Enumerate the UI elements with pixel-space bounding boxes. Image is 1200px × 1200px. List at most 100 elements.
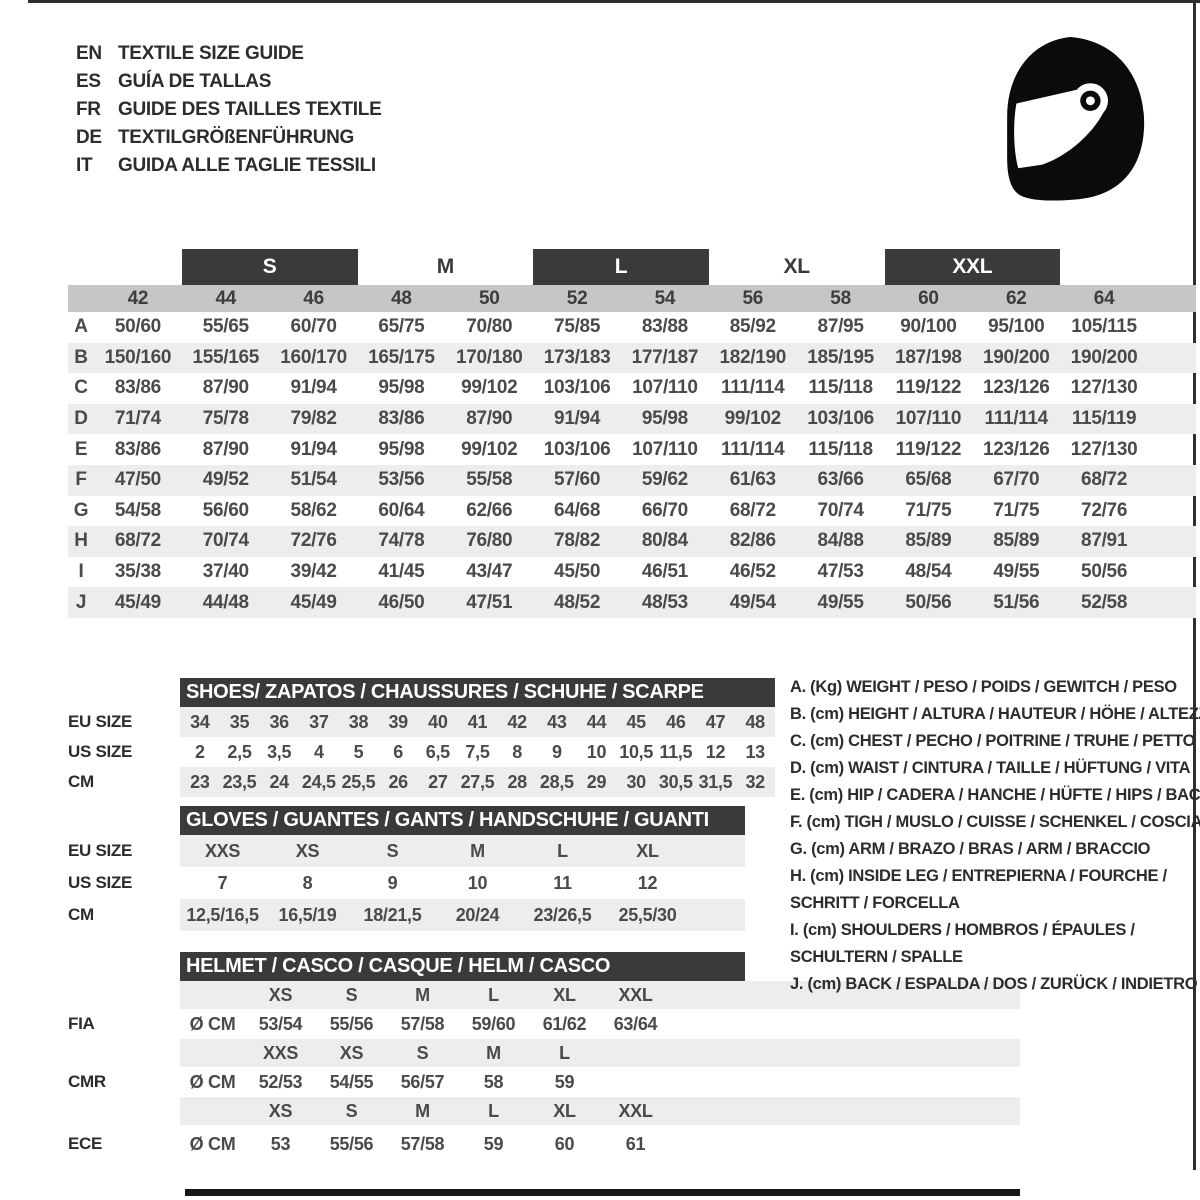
table-cell: 27,5	[460, 771, 495, 792]
legend-line: I. (cm) SHOULDERS / HOMBROS / ÉPAULES /	[790, 921, 1135, 939]
table-cell: 59	[483, 1133, 504, 1154]
helmet-table: HELMET / CASCO / CASQUE / HELM / CASCO X…	[68, 952, 1023, 1163]
size-cell: XS	[268, 984, 293, 1005]
table-cell: 71/75	[993, 499, 1040, 521]
table-row-h: H 68/72 70/74 72/76 74/78 76/80 78/82 80/84 82/8…	[68, 526, 1196, 557]
table-cell: 123/126	[982, 377, 1050, 399]
table-cell: 160/170	[280, 346, 347, 368]
language-title: GUÍA DE TALLAS	[118, 71, 272, 92]
shoes-title-bar: SHOES/ ZAPATOS / CHAUSSURES / SCHUHE / S…	[180, 678, 775, 707]
table-cell: 87/95	[817, 316, 864, 338]
legend-line: J. (cm) BACK / ESPALDA / DOS / ZURÜCK / …	[790, 975, 1198, 993]
table-cell: 115/119	[1071, 408, 1137, 430]
size-row: CM 12,5/16,5 16,5/19 18/21,5 20/24 23/26,5 25,…	[68, 899, 748, 931]
table-cell: 95/98	[378, 377, 425, 399]
language-row: DE TEXTILGRÖßENFÜHRUNG	[76, 124, 381, 152]
table-cell: 49/54	[729, 591, 776, 613]
table-cell: 87/90	[202, 438, 249, 460]
row-label: A	[74, 316, 88, 338]
table-cell: 39	[388, 711, 408, 732]
value-band: Ø CM 53/54 55/56 57/58 59/60 61/62 63/64	[180, 1009, 1020, 1039]
table-cell: 48/52	[554, 591, 601, 613]
table-cell: 95/98	[641, 408, 688, 430]
row-label: H	[74, 530, 88, 552]
table-cell: 28,5	[539, 771, 574, 792]
value-band: 23 23,5 24 24,5 25,5 26 27 27,5 28 28,5 29 30 30,5 31…	[180, 767, 775, 797]
table-row-c: C 83/86 87/90 91/94 95/98 99/102 103/106 107/11…	[68, 373, 1196, 404]
table-cell: 23,5	[222, 771, 257, 792]
gloves-table: GLOVES / GUANTES / GANTS / HANDSCHUHE / …	[68, 806, 748, 931]
standard-label: FIA	[68, 1014, 95, 1033]
table-cell: 63/64	[613, 1013, 658, 1034]
language-code: IT	[76, 155, 93, 176]
spacer-cell	[180, 981, 245, 1009]
language-row: IT GUIDA ALLE TAGLIE TESSILI	[76, 152, 381, 180]
table-cell: 111/114	[721, 377, 785, 399]
table-cell: 44	[586, 711, 607, 732]
table-cell: 8	[512, 741, 523, 762]
table-cell: 57/58	[400, 1013, 445, 1034]
table-cell: 65/75	[378, 316, 425, 338]
row-label: CM	[68, 905, 94, 924]
table-cell: 58	[483, 1071, 504, 1092]
size-group-l: L	[533, 249, 709, 285]
table-cell: 103/106	[543, 438, 611, 460]
size-cell: XS	[339, 1042, 364, 1063]
row-label: D	[74, 408, 88, 430]
table-cell: 23	[190, 771, 210, 792]
table-cell: 91/94	[290, 438, 337, 460]
value-band: Ø CM 53 55/56 57/58 59 60 61	[180, 1125, 1020, 1163]
language-code: ES	[76, 71, 101, 92]
value-band: 7 8 9 10 11 12	[180, 867, 745, 899]
size-band: XS S M L XL XXL	[180, 1097, 1020, 1125]
table-cell: 127/130	[1070, 438, 1138, 460]
column-header: 64	[1093, 287, 1115, 309]
size-cell: M	[486, 1042, 501, 1063]
size-row: EU SIZE 34 35 36 37 38 39 40 41 42 43 44 45 46 47 48	[68, 707, 778, 737]
row-label: I	[78, 561, 84, 583]
table-cell: 70/80	[466, 316, 513, 338]
table-cell: 9	[551, 741, 562, 762]
table-cell: 31,5	[698, 771, 733, 792]
helmet-value-row: ECE Ø CM 53 55/56 57/58 59 60 61	[68, 1125, 1023, 1163]
table-cell: 45/49	[114, 591, 161, 613]
size-cell: XL	[553, 1100, 576, 1121]
table-cell: 67/70	[993, 469, 1040, 491]
table-cell: 95/100	[988, 316, 1045, 338]
table-cell: 29	[586, 771, 607, 792]
table-cell: 91/94	[554, 408, 601, 430]
size-cell: S	[345, 1100, 358, 1121]
top-border-line	[28, 0, 1200, 3]
table-cell: 25,5/30	[618, 904, 677, 925]
row-label	[68, 1097, 180, 1125]
legend-item-b: B. (cm) HEIGHT / ALTURA / HAUTEUR / HÖHE…	[790, 701, 1200, 728]
table-cell: 6	[393, 741, 404, 762]
legend-item-h: H. (cm) INSIDE LEG / ENTREPIERNA / FOURC…	[790, 863, 1200, 917]
table-cell: 61/63	[729, 469, 776, 491]
table-cell: 72/76	[1081, 499, 1128, 521]
table-cell: 76/80	[466, 530, 513, 552]
table-row-i: I 35/38 37/40 39/42 41/45 43/47 45/50 46/51 46/5…	[68, 557, 1196, 588]
table-cell: 48	[745, 711, 765, 732]
column-header: 48	[391, 287, 412, 309]
column-header: 62	[1005, 287, 1027, 309]
table-cell: 26	[388, 771, 408, 792]
table-cell: 23/26,5	[533, 904, 592, 925]
table-cell: 30	[626, 771, 646, 792]
column-header: 52	[566, 287, 588, 309]
table-cell: 47	[705, 711, 726, 732]
table-cell: 61/62	[542, 1013, 587, 1034]
column-header: 44	[215, 287, 237, 309]
table-cell: 35/38	[114, 561, 161, 583]
row-label: EU SIZE	[68, 712, 133, 731]
table-cell: 155/165	[192, 346, 260, 368]
helmet-size-row: XS S M L XL XXL	[68, 981, 1023, 1009]
size-cell: L	[488, 984, 499, 1005]
table-cell: 64/68	[554, 499, 601, 521]
table-cell: 43	[547, 711, 567, 732]
table-cell: 62/66	[466, 499, 513, 521]
size-cell: XXS	[262, 1042, 299, 1063]
row-label: F	[75, 469, 87, 491]
legend-line: C. (cm) CHEST / PECHO / POITRINE / TRUHE…	[790, 732, 1196, 750]
